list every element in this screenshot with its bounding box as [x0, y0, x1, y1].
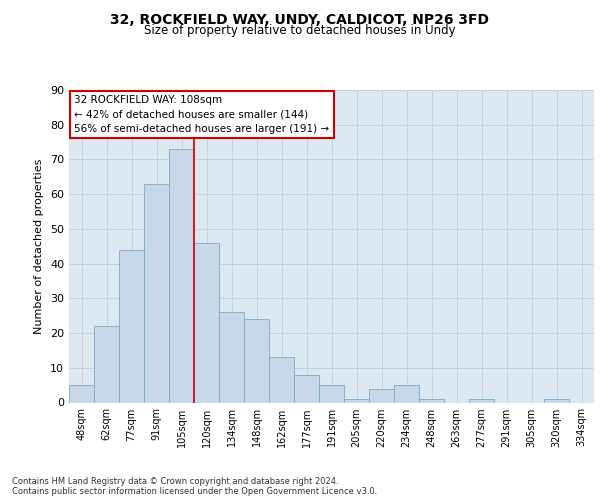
Bar — [344, 399, 369, 402]
Bar — [94, 326, 119, 402]
Text: Contains public sector information licensed under the Open Government Licence v3: Contains public sector information licen… — [12, 487, 377, 496]
Bar — [244, 319, 269, 402]
Bar — [194, 243, 219, 402]
Bar — [69, 385, 94, 402]
Text: 32, ROCKFIELD WAY, UNDY, CALDICOT, NP26 3FD: 32, ROCKFIELD WAY, UNDY, CALDICOT, NP26 … — [110, 12, 490, 26]
Bar — [144, 184, 169, 402]
Bar — [544, 399, 569, 402]
Bar — [419, 399, 444, 402]
Text: 32 ROCKFIELD WAY: 108sqm
← 42% of detached houses are smaller (144)
56% of semi-: 32 ROCKFIELD WAY: 108sqm ← 42% of detach… — [74, 94, 329, 134]
Bar — [269, 358, 294, 403]
Bar — [119, 250, 144, 402]
Bar — [319, 385, 344, 402]
Bar — [169, 149, 194, 403]
Bar — [394, 385, 419, 402]
Bar — [369, 388, 394, 402]
Bar — [219, 312, 244, 402]
Bar — [294, 374, 319, 402]
Text: Contains HM Land Registry data © Crown copyright and database right 2024.: Contains HM Land Registry data © Crown c… — [12, 477, 338, 486]
Y-axis label: Number of detached properties: Number of detached properties — [34, 158, 44, 334]
Text: Size of property relative to detached houses in Undy: Size of property relative to detached ho… — [144, 24, 456, 37]
Bar — [469, 399, 494, 402]
